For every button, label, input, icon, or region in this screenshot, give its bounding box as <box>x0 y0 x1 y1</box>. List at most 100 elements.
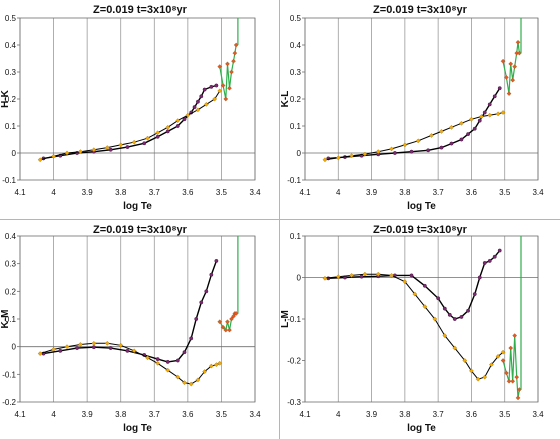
data-point-dwarf <box>196 99 200 104</box>
data-point-dwarf <box>199 94 204 99</box>
data-point-giant <box>214 362 219 367</box>
data-point-giant <box>422 304 428 309</box>
data-point-dwarf <box>175 358 180 363</box>
y-tick-label: 0 <box>12 343 17 352</box>
data-point-dwarf <box>199 300 204 305</box>
data-point-agb <box>223 96 229 102</box>
data-point-agb <box>229 316 234 322</box>
y-tick-label: -0.1 <box>2 370 16 379</box>
data-point-dwarf <box>202 87 207 92</box>
x-tick-label: 3.5 <box>216 188 228 197</box>
data-point-giant <box>389 273 394 278</box>
x-axis-label: log Te <box>123 201 152 212</box>
data-point-dwarf <box>472 126 477 131</box>
data-point-giant <box>202 369 207 374</box>
data-point-giant <box>335 155 341 161</box>
chart-panel-2: Z=0.019 t=3x10⁸yr -0.1 0 0.1 0.2 0.3 0.4 0.5 4.1… <box>280 4 544 212</box>
x-tick-label: 3.9 <box>366 410 378 419</box>
data-point-agb <box>220 83 226 88</box>
data-point-agb <box>227 85 232 91</box>
data-point-dwarf <box>182 350 187 355</box>
y-tick-label: -0.2 <box>287 357 301 366</box>
data-point-dwarf <box>108 346 113 350</box>
data-point-giant <box>389 146 394 152</box>
data-point-giant <box>37 351 43 356</box>
data-point-dwarf <box>439 145 444 150</box>
series-line-dwarf <box>328 87 501 160</box>
x-tick-label: 3.4 <box>249 188 261 197</box>
data-point-giant <box>217 88 223 94</box>
data-point-giant <box>104 145 110 150</box>
data-point-giant <box>495 111 501 117</box>
data-point-agb <box>510 378 516 384</box>
data-point-giant <box>429 133 434 138</box>
data-point-dwarf <box>108 147 113 152</box>
data-point-dwarf <box>214 259 219 263</box>
data-point-giant <box>402 279 408 284</box>
x-tick-label: 4.1 <box>299 410 311 419</box>
chart-title: Z=0.019 t=3x10⁸yr <box>373 224 468 236</box>
data-point-giant <box>495 354 501 359</box>
y-tick-label: 0.3 <box>5 68 17 77</box>
data-point-giant <box>412 291 418 297</box>
x-tick-label: 3.8 <box>115 188 127 197</box>
plot-area <box>304 17 539 181</box>
x-tick-label: 3.5 <box>216 410 228 419</box>
data-point-giant <box>469 116 474 122</box>
data-point-dwarf <box>459 315 464 319</box>
data-point-giant <box>182 380 187 385</box>
data-point-dwarf <box>449 141 454 146</box>
x-axis-label: log Te <box>123 423 152 434</box>
data-point-giant <box>479 114 484 119</box>
y-tick-label: 0.2 <box>5 287 17 296</box>
x-axis-label: log Te <box>407 201 436 212</box>
data-point-dwarf <box>459 137 464 142</box>
y-tick-label: 0.1 <box>5 122 17 131</box>
plot-area <box>304 235 539 403</box>
y-tick-label: 0.1 <box>290 232 302 241</box>
chart-title: Z=0.019 t=3x10⁸yr <box>373 4 468 16</box>
data-point-agb <box>223 327 229 333</box>
data-point-giant <box>37 157 43 163</box>
x-tick-label: 3.9 <box>82 188 94 197</box>
data-point-agb <box>506 91 512 96</box>
data-point-agb <box>500 358 506 363</box>
data-point-dwarf <box>492 254 497 259</box>
x-tick-label: 3.6 <box>466 188 478 197</box>
data-point-dwarf <box>359 274 364 279</box>
data-point-dwarf <box>75 346 79 350</box>
y-tick-label: -0.2 <box>2 398 16 407</box>
data-point-giant <box>475 376 481 382</box>
data-point-dwarf <box>58 348 63 353</box>
data-point-dwarf <box>189 336 194 341</box>
data-point-giant <box>91 147 97 153</box>
x-tick-label: 3.8 <box>115 410 127 419</box>
data-point-giant <box>155 130 160 136</box>
y-tick-label: 0 <box>297 274 302 283</box>
data-point-giant <box>118 342 124 348</box>
data-point-dwarf <box>214 83 219 88</box>
data-point-dwarf <box>155 357 160 362</box>
y-axis-label: K-M <box>0 310 11 329</box>
y-tick-label: 0.3 <box>290 68 302 77</box>
data-point-giant <box>195 377 201 383</box>
data-point-giant <box>145 135 150 141</box>
data-point-dwarf <box>466 132 471 137</box>
x-tick-label: 3.5 <box>499 410 511 419</box>
data-point-dwarf <box>492 94 497 99</box>
data-point-giant <box>209 363 214 369</box>
data-point-giant <box>375 149 381 154</box>
data-point-giant <box>452 345 458 351</box>
x-tick-label: 3.7 <box>149 188 161 197</box>
data-point-dwarf <box>447 312 452 317</box>
data-point-dwarf <box>165 359 170 364</box>
data-point-giant <box>487 112 493 118</box>
x-tick-label: 4 <box>51 188 56 197</box>
data-point-giant <box>439 129 444 134</box>
data-point-agb <box>512 333 518 338</box>
y-tick-label: 0.4 <box>5 232 17 241</box>
data-point-dwarf <box>422 283 427 288</box>
data-point-agb <box>231 58 236 64</box>
y-tick-label: -0.3 <box>287 398 301 407</box>
data-point-giant <box>362 271 368 277</box>
